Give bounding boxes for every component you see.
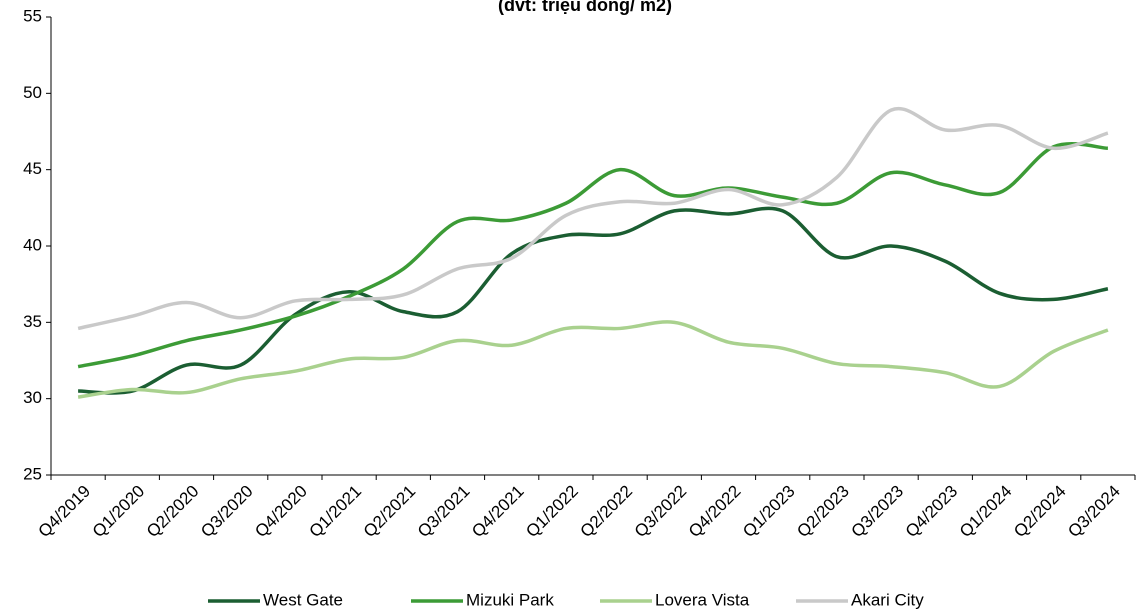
x-tick-label: Q2/2023 (793, 482, 853, 542)
series-line (78, 206, 1109, 395)
y-tick-label: 45 (23, 159, 42, 178)
x-tick-label: Q4/2019 (35, 482, 95, 542)
x-tick-label: Q2/2021 (360, 482, 420, 542)
series-line (77, 106, 1109, 331)
x-tick-label: Q1/2021 (306, 482, 366, 542)
x-tick-label: Q4/2023 (902, 482, 962, 542)
x-tick-label: Q2/2024 (1010, 482, 1070, 542)
x-tick-label: Q4/2020 (251, 482, 311, 542)
chart-title: (đvt: triệu đồng/ m2) (498, 0, 672, 15)
x-tick-label: Q3/2023 (848, 482, 908, 542)
x-tick-label: Q3/2024 (1064, 482, 1124, 542)
series-line (77, 320, 1109, 399)
x-tick-label: Q1/2020 (89, 482, 149, 542)
x-tick-label: Q3/2020 (197, 482, 257, 542)
y-tick-label: 50 (23, 83, 42, 102)
x-tick-label: Q4/2021 (468, 482, 528, 542)
x-tick-label: Q4/2022 (685, 482, 745, 542)
y-tick-label: 35 (23, 312, 42, 331)
x-tick-label: Q3/2022 (631, 482, 691, 542)
y-tick-label: 40 (23, 235, 42, 254)
x-tick-label: Q2/2020 (143, 482, 203, 542)
y-tick-label: 55 (23, 6, 42, 25)
series-line (77, 142, 1109, 369)
legend-label: West Gate (263, 590, 343, 609)
legend-label: Akari City (851, 590, 924, 609)
legend-label: Lovera Vista (655, 590, 750, 609)
x-tick-label: Q1/2024 (956, 482, 1016, 542)
x-tick-label: Q2/2022 (577, 482, 637, 542)
legend-label: Mizuki Park (466, 590, 554, 609)
y-tick-label: 25 (23, 464, 42, 483)
y-tick-label: 30 (23, 388, 42, 407)
x-tick-label: Q1/2022 (522, 482, 582, 542)
x-tick-label: Q3/2021 (414, 482, 474, 542)
x-tick-label: Q1/2023 (739, 482, 799, 542)
